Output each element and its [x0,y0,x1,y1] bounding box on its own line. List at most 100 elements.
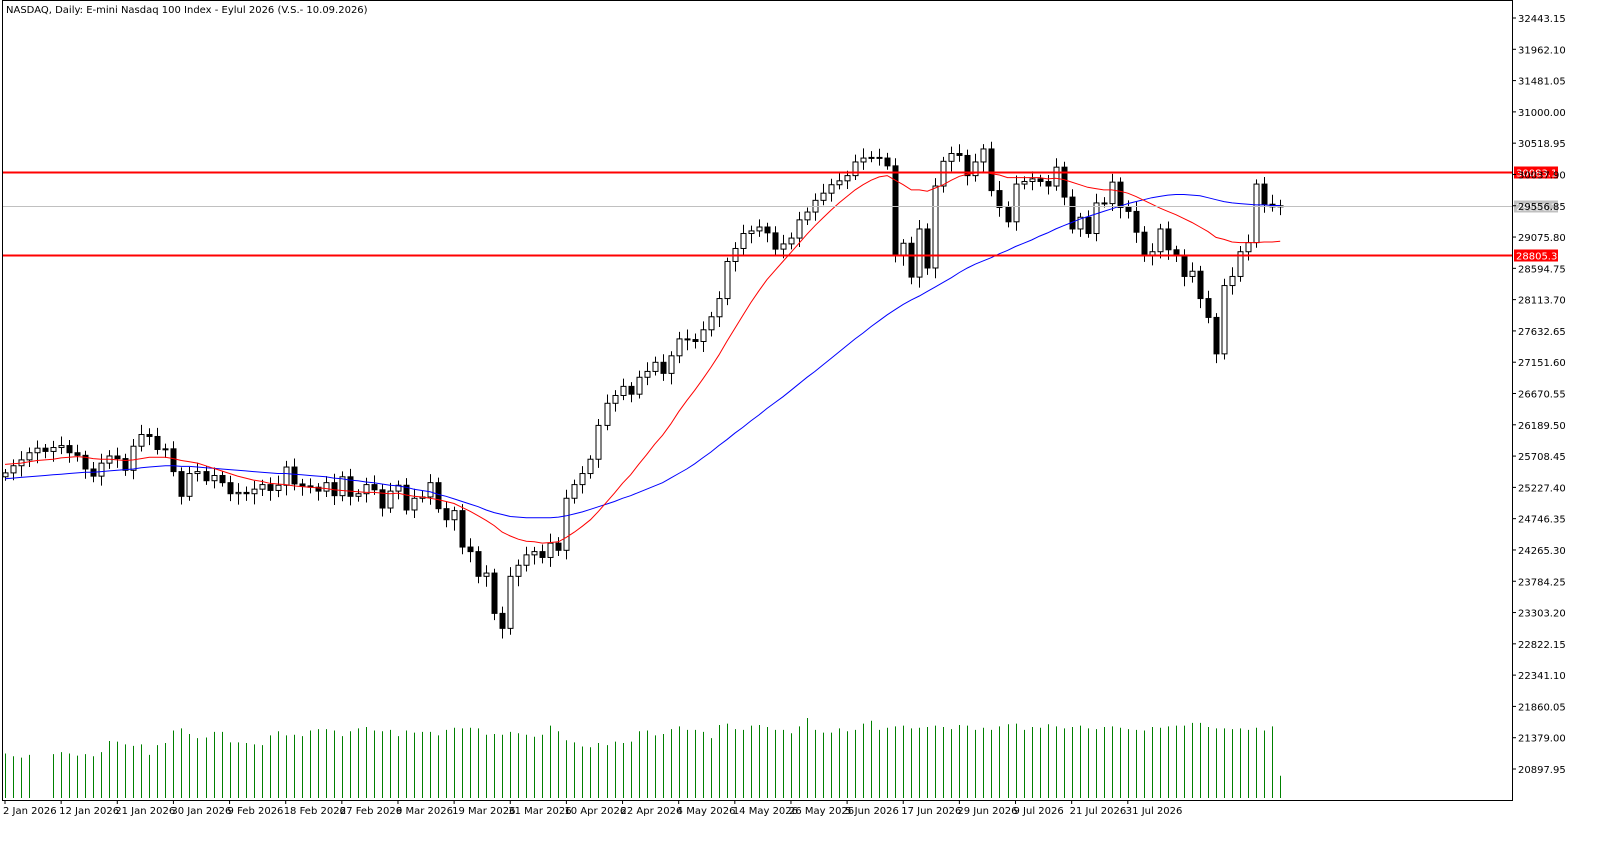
candle-body [1061,166,1068,198]
candle-body [138,434,145,447]
candle-body [668,355,675,374]
candle-body [868,156,875,159]
x-tick-label: 21 Jul 2026 [1070,806,1127,817]
candle-body [1245,242,1252,253]
candle-body [740,233,747,249]
candle-body [154,435,161,450]
candle-body [403,484,410,511]
x-tick-label: 2 Jan 2026 [3,806,57,817]
candle-body [283,466,290,486]
ma-slow-line [4,194,1281,519]
candle-body [483,572,490,577]
candle-body [1157,228,1164,253]
candle-body [275,484,282,491]
candle-body [1237,251,1244,277]
candle-body [563,497,570,551]
y-tick-label: 21860.05 [1518,702,1566,713]
candle-body [1229,275,1236,287]
candle-body [724,260,731,300]
candle-body [435,482,442,510]
candle-body [876,156,883,159]
x-tick-label: 10 Apr 2026 [564,806,626,817]
y-tick-label: 31481.05 [1518,77,1566,88]
candle-body [972,161,979,177]
candle-body [178,471,185,497]
y-tick-label: 22822.15 [1518,640,1566,651]
x-tick-label: 5 Jun 2026 [845,806,899,817]
candle-body [628,385,635,395]
candle-body [804,211,811,221]
candle-body [916,228,923,278]
candle-body [788,237,795,245]
candle-body [1213,316,1220,355]
candle-body [74,452,81,456]
candle-body [26,452,33,461]
x-tick-label: 18 Feb 2026 [284,806,346,817]
x-tick-label: 26 May 2026 [789,806,854,817]
candle-body [82,454,89,470]
candle-body [1101,202,1108,205]
y-tick-label: 26189.50 [1518,421,1566,432]
y-tick-label: 27151.60 [1518,358,1566,369]
y-tick-label: 30037.90 [1518,170,1566,181]
x-tick-label: 17 Jun 2026 [901,806,961,817]
candle-body [1053,166,1060,187]
candle-body [708,316,715,331]
candle-body [1029,178,1036,182]
candle-body [523,554,530,566]
horizontal-lines: 29556.25 30083.18 28805.36 [3,166,1564,263]
plot-frame [2,0,1513,801]
candle-body [371,484,378,491]
candle-body [780,243,787,250]
x-tick-label: 9 Jul 2026 [1014,806,1064,817]
candle-body [227,482,234,495]
candle-body [1037,178,1044,182]
candle-body [796,219,803,239]
y-tick-label: 32443.15 [1518,14,1566,25]
candle-body [427,482,434,498]
candle-body [1069,196,1076,230]
candle-body [1125,206,1132,212]
candle-body [956,153,963,156]
candle-body [924,228,931,269]
level-price-tag [1514,249,1558,262]
candle-body [395,484,402,492]
candle-body [1189,270,1196,277]
moving-averages [4,171,1281,544]
candle-body [42,447,49,452]
y-tick-label: 23784.25 [1518,577,1566,588]
candle-body [122,458,129,471]
candle-body [259,484,266,490]
y-axis: 32443.15 31962.10 31481.05 31000.00 30518.95… [1512,14,1566,776]
candle-body [443,508,450,521]
candle-body [203,471,210,482]
candle-body [948,153,955,162]
candle-body [908,242,915,278]
candle-body [499,612,506,629]
candle-body [1133,210,1140,233]
y-tick-label: 29556.85 [1518,202,1566,213]
candle-body [940,160,947,187]
candle-body [571,484,578,499]
x-tick-label: 9 Mar 2026 [396,806,453,817]
candle-body [844,175,851,182]
candle-body [644,370,651,378]
candle-body [194,471,201,475]
candle-body [355,493,362,497]
candle-body [652,361,659,372]
candle-body [964,154,971,177]
candle-body [1093,202,1100,235]
x-tick-label: 31 Mar 2026 [508,806,571,817]
current-price-label: 29556.25 [1516,203,1564,214]
candle-body [1141,231,1148,256]
candle-body [515,564,522,577]
candle-body [10,465,17,474]
candle-body [748,230,755,235]
x-tick-label: 14 May 2026 [733,806,798,817]
y-tick-label: 24265.30 [1518,546,1566,557]
candle-body [387,490,394,509]
candle-body [555,542,562,551]
candle-body [1117,181,1124,208]
candle-body [620,385,627,396]
